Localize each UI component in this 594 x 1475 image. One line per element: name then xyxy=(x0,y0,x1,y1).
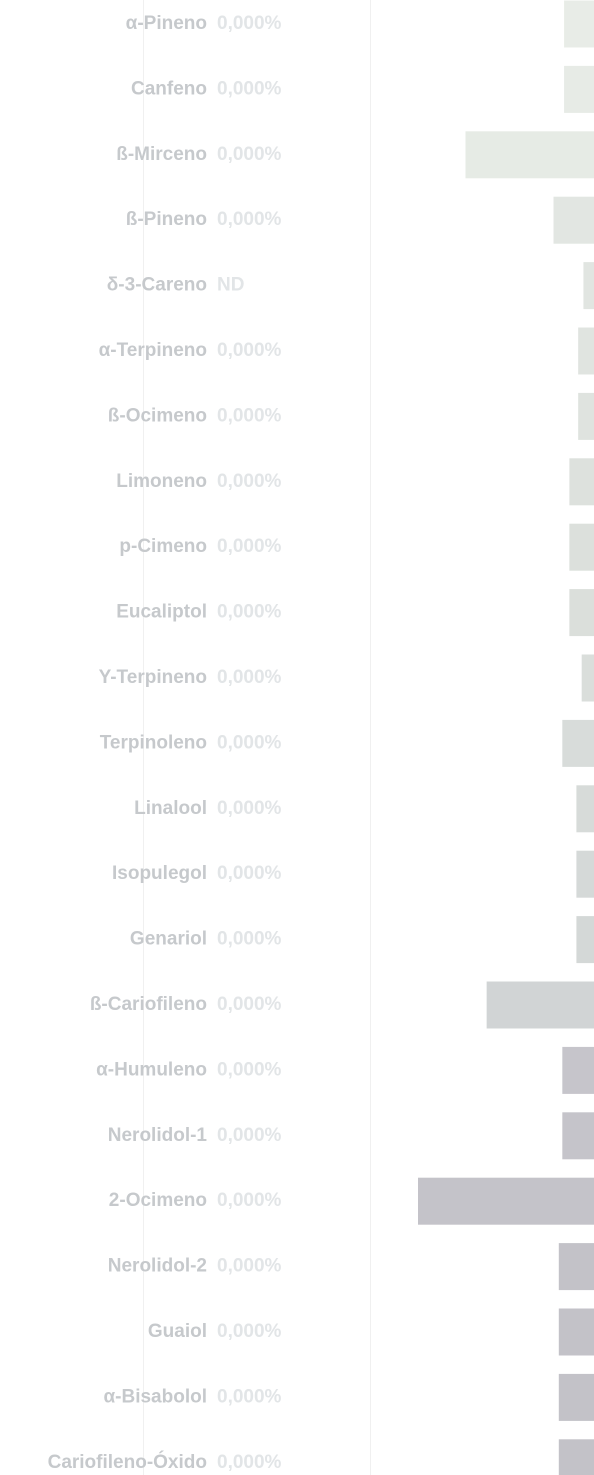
bar xyxy=(578,392,594,440)
terpene-value: 0,000% xyxy=(217,1256,282,1277)
bar xyxy=(486,981,594,1029)
bar xyxy=(569,523,594,571)
terpene-name: α-Bisabolol xyxy=(103,1386,207,1407)
terpene-value: 0,000% xyxy=(217,602,282,623)
terpene-value: ND xyxy=(217,275,244,296)
terpene-value: 0,000% xyxy=(217,536,282,557)
terpene-value: 0,000% xyxy=(217,405,282,426)
terpene-name: ß-Cariofileno xyxy=(90,994,207,1015)
terpene-name: α-Terpineno xyxy=(99,340,207,361)
terpene-name: ß-Mirceno xyxy=(116,144,207,165)
terpene-name: Terpinoleno xyxy=(100,732,207,753)
bar xyxy=(558,1308,594,1356)
terpene-value: 0,000% xyxy=(217,798,282,819)
bar xyxy=(558,1439,594,1475)
terpene-name: Υ-Terpineno xyxy=(99,667,207,688)
terpene-name: ß-Ocimeno xyxy=(108,405,207,426)
terpene-name: Canfeno xyxy=(131,78,207,99)
terpene-value: 0,000% xyxy=(217,1190,282,1211)
bar xyxy=(562,1046,594,1094)
terpene-name: Genariol xyxy=(130,929,207,950)
terpene-name: α-Pineno xyxy=(126,13,207,34)
terpene-value: 0,000% xyxy=(217,209,282,230)
terpene-name: Nerolidol-2 xyxy=(108,1256,207,1277)
terpene-value: 0,000% xyxy=(217,1452,282,1473)
terpene-value: 0,000% xyxy=(217,13,282,34)
terpene-value: 0,000% xyxy=(217,667,282,688)
bar xyxy=(581,654,594,702)
bar xyxy=(562,719,594,767)
terpene-name: 2-Ocimeno xyxy=(109,1190,207,1211)
terpene-value: 0,000% xyxy=(217,929,282,950)
terpene-name: α-Humuleno xyxy=(96,1059,207,1080)
bar xyxy=(564,0,594,48)
terpene-name: Isopulegol xyxy=(112,863,207,884)
bar xyxy=(418,1177,594,1225)
terpene-name: Linalool xyxy=(134,798,207,819)
terpene-value: 0,000% xyxy=(217,994,282,1015)
bar xyxy=(576,785,594,833)
bar xyxy=(569,589,594,637)
bar xyxy=(558,1373,594,1421)
terpene-value: 0,000% xyxy=(217,1321,282,1342)
bar xyxy=(576,916,594,964)
terpene-name: Guaiol xyxy=(148,1321,207,1342)
bar xyxy=(564,65,594,113)
bar xyxy=(578,327,594,375)
terpene-name: ß-Pineno xyxy=(126,209,207,230)
bar xyxy=(562,1112,594,1160)
bar xyxy=(465,131,594,179)
bar xyxy=(583,262,594,310)
terpene-value: 0,000% xyxy=(217,144,282,165)
terpene-name: p-Cimeno xyxy=(119,536,207,557)
terpene-value: 0,000% xyxy=(217,732,282,753)
terpene-name: δ-3-Careno xyxy=(107,275,207,296)
bar xyxy=(558,1243,594,1291)
terpene-value: 0,000% xyxy=(217,1059,282,1080)
terpene-name: Cariofileno-Óxido xyxy=(48,1451,207,1473)
bar xyxy=(553,196,594,244)
terpene-name: Eucaliptol xyxy=(116,602,207,623)
terpene-value: 0,000% xyxy=(217,1386,282,1407)
terpene-value: 0,000% xyxy=(217,1125,282,1146)
bar xyxy=(569,458,594,506)
terpene-value: 0,000% xyxy=(217,78,282,99)
terpene-value: 0,000% xyxy=(217,863,282,884)
terpene-value: 0,000% xyxy=(217,340,282,361)
bar xyxy=(576,850,594,898)
terpene-value: 0,000% xyxy=(217,471,282,492)
terpene-name: Nerolidol-1 xyxy=(108,1125,208,1146)
terpene-name: Limoneno xyxy=(116,471,207,492)
